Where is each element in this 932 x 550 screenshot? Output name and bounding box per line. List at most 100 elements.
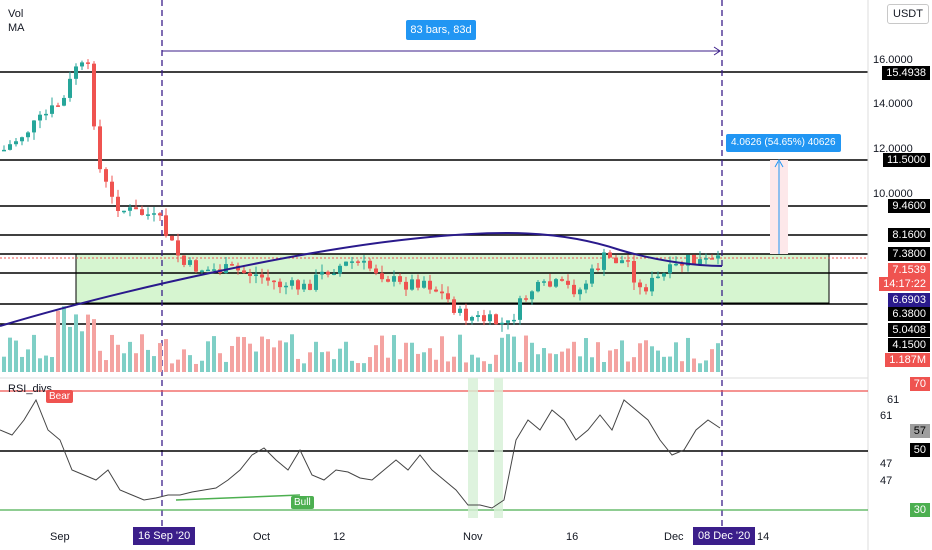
measure-arrowhead	[774, 158, 784, 168]
volume-bar	[182, 349, 186, 372]
volume-bar	[104, 360, 108, 372]
time-tick-sep: Sep	[50, 531, 70, 543]
candle-body	[692, 254, 696, 265]
candle-body	[422, 280, 426, 288]
volume-bar	[50, 357, 54, 372]
candle-body	[704, 258, 708, 260]
candle-body	[638, 282, 642, 288]
candle-body	[266, 277, 270, 281]
candle-body	[602, 252, 606, 270]
volume-bar	[86, 314, 90, 372]
volume-bar	[26, 349, 30, 372]
candle-body	[710, 258, 714, 260]
candle-body	[476, 315, 480, 317]
volume-bar	[428, 348, 432, 372]
price-tick: 10.0000	[873, 188, 913, 200]
volume-bar	[638, 343, 642, 372]
candle-body	[158, 213, 162, 216]
volume-bar	[296, 358, 300, 372]
volume-bar	[350, 360, 354, 372]
volume-bar	[506, 334, 510, 372]
candle-body	[434, 289, 438, 292]
candle-body	[512, 319, 516, 322]
ma-value-badge: 6.6903	[888, 293, 930, 307]
candle-body	[140, 209, 144, 215]
candle-body	[302, 283, 306, 290]
time-tick-14: 14	[757, 531, 770, 543]
candle-body	[170, 235, 174, 241]
rsi-overbought-badge: 70	[909, 377, 930, 391]
volume-bar	[380, 335, 384, 372]
volume-bar	[446, 361, 450, 372]
candle-body	[362, 260, 366, 263]
candle-body	[92, 63, 96, 127]
bull-label: Bull	[291, 496, 314, 509]
volume-bar	[422, 352, 426, 372]
candle-body	[644, 287, 648, 292]
volume-bar	[578, 356, 582, 372]
volume-bar	[566, 348, 570, 372]
support-zone	[75, 253, 830, 304]
rsi-panel	[0, 378, 868, 518]
volume-bar	[320, 352, 324, 372]
candle-body	[50, 105, 54, 114]
candle-body	[332, 273, 336, 276]
candle-body	[446, 293, 450, 300]
candle-body	[584, 283, 588, 290]
volume-bar	[632, 357, 636, 372]
volume-bar	[482, 361, 486, 372]
price-tick: 12.0000	[873, 143, 913, 155]
annotations	[162, 46, 788, 254]
volume-bar	[476, 357, 480, 372]
volume-bar	[140, 334, 144, 372]
volume-bar	[290, 334, 294, 372]
rsi-legend: RSI_divs	[8, 383, 53, 395]
candle-body	[290, 280, 294, 286]
volume-bar	[680, 361, 684, 372]
volume-bar	[122, 353, 126, 372]
volume-bar	[200, 360, 204, 372]
volume-bar	[374, 345, 378, 372]
bear-label: Bear	[46, 390, 74, 403]
candle-body	[500, 322, 504, 325]
volume-bar	[62, 306, 66, 372]
volume-bar	[110, 334, 114, 372]
volume-bar	[608, 350, 612, 372]
candle-body	[518, 298, 522, 320]
price-measure-label: 4.0626 (54.65%) 40626	[726, 134, 841, 152]
candle-body	[320, 271, 324, 275]
candle-body	[8, 144, 12, 150]
volume-bar	[272, 347, 276, 372]
time-tick-12: 12	[333, 531, 346, 543]
volume-bar	[392, 335, 396, 372]
candle-body	[374, 268, 378, 274]
last-price-badge: 7.1539	[888, 263, 930, 277]
volume-bar	[500, 337, 504, 372]
volume-bar	[266, 339, 270, 372]
bull-divergence-line	[175, 494, 301, 501]
candle-body	[194, 260, 198, 272]
candle-body	[128, 207, 132, 211]
currency-button[interactable]: USDT	[887, 4, 929, 24]
volume-bar	[590, 357, 594, 372]
candle-body	[278, 281, 282, 288]
vol-legend: Vol	[8, 8, 24, 20]
candle-body	[686, 254, 690, 266]
candle-body	[410, 279, 414, 290]
ma-line	[0, 232, 723, 327]
candle-body	[440, 291, 444, 294]
volume-bar	[260, 336, 264, 372]
volume-bar	[704, 360, 708, 372]
volume-bar	[536, 354, 540, 372]
candle-body	[680, 263, 684, 266]
candle-body	[548, 281, 552, 287]
candle-body	[674, 263, 678, 266]
candle-body	[182, 255, 186, 265]
candle-body	[488, 314, 492, 322]
candle-body	[404, 281, 408, 290]
volume-bar	[686, 337, 690, 372]
candle-body	[368, 260, 372, 269]
volume-bar	[236, 336, 240, 372]
volume-bar	[596, 342, 600, 372]
